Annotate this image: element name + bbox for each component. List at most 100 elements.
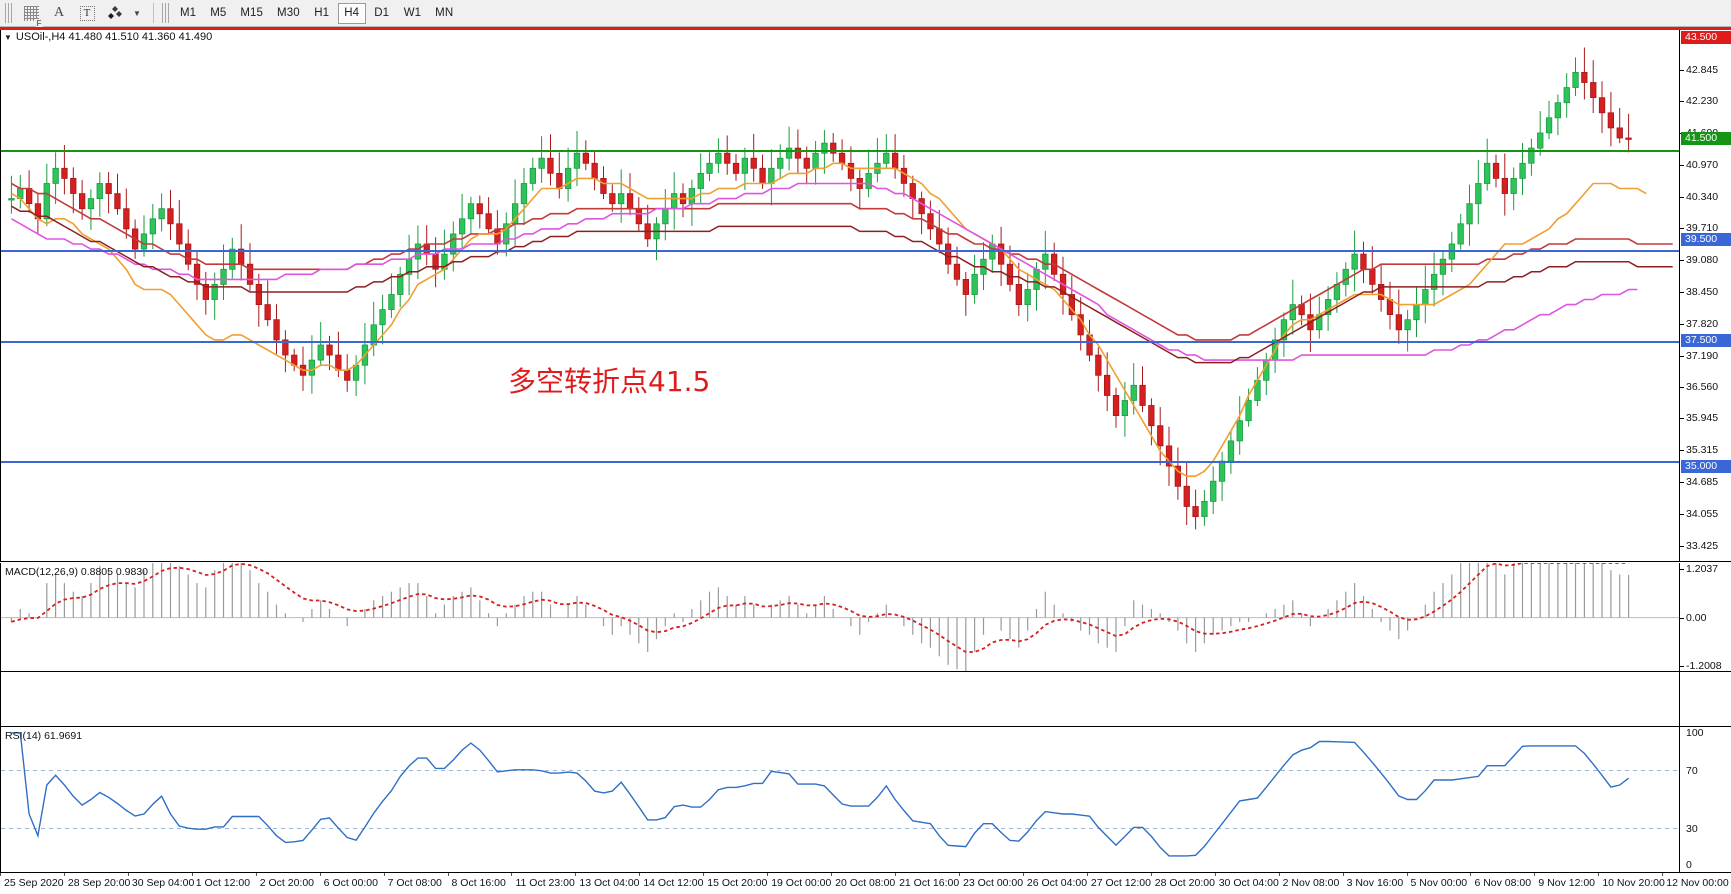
time-tick-label: 27 Oct 12:00 (1090, 877, 1151, 889)
rsi-scale[interactable]: 100 70 30 0 (1679, 727, 1731, 872)
price-level-badge-41-500[interactable]: 41.500 (1681, 132, 1731, 146)
time-tick-mark (127, 873, 129, 876)
time-tick-label: 28 Sep 20:00 (67, 877, 131, 889)
time-tick-label: 15 Oct 20:00 (707, 877, 768, 889)
symbol-ohlc-label: USOil-,H4 41.480 41.510 41.360 41.490 (15, 31, 213, 43)
rsi-pane[interactable]: RSI(14) 61.9691 100 70 30 0 (0, 727, 1731, 872)
time-tick-mark (511, 873, 513, 876)
time-tick-label: 9 Nov 12:00 (1538, 877, 1596, 889)
macd-tick-mark (1680, 666, 1684, 667)
timeframe-group: M1 M5 M15 M30 H1 H4 D1 W1 MN (173, 2, 460, 24)
timeframe-drag-handle[interactable] (162, 3, 169, 23)
timeframe-h1[interactable]: H1 (314, 7, 330, 19)
macd-label: MACD(12,26,9) 0.8805 0.9830 (5, 566, 149, 578)
price-tick-label: 34.055 (1686, 507, 1719, 520)
price-scale[interactable]: 43.50042.84542.23041.60041.50040.97040.3… (1679, 27, 1731, 561)
time-tick-mark (575, 873, 577, 876)
macd-tick-label: -1.2008 (1686, 660, 1722, 672)
time-tick-label: 1 Oct 12:00 (195, 877, 251, 889)
time-tick-mark (0, 873, 1, 876)
time-tick-mark (1022, 873, 1024, 876)
rsi-left-border (0, 727, 1, 872)
time-tick-label: 10 Nov 20:00 (1602, 877, 1665, 889)
time-axis[interactable]: 25 Sep 2020 28 Sep 20:00 30 Sep 04:00 1 Oct… (0, 872, 1731, 894)
time-tick-label: 21 Oct 16:00 (899, 877, 960, 889)
price-tick-mark (1680, 323, 1684, 325)
price-tick-label: 37.820 (1686, 317, 1719, 330)
timeframe-m1[interactable]: M1 (180, 7, 197, 19)
time-tick-mark (447, 873, 449, 876)
macd-plot-area[interactable] (1, 563, 1679, 671)
macd-tick-mark (1680, 569, 1684, 570)
timeframe-mn[interactable]: MN (435, 7, 454, 19)
time-tick-label: 11 Oct 23:00 (515, 877, 575, 889)
timeframe-h4[interactable]: H4 (337, 2, 366, 24)
toolbar-divider (153, 3, 154, 23)
chart-toolbar: A T ▼ M1 M5 M15 M30 H1 H4 D1 W1 MN (0, 0, 1731, 28)
price-level-badge-43-500[interactable]: 43.500 (1681, 31, 1731, 45)
price-tick-mark (1680, 101, 1684, 103)
price-tick-label: 42.845 (1686, 64, 1719, 77)
template-objects-icon[interactable] (102, 1, 128, 25)
text-label-icon[interactable]: A (53, 5, 65, 20)
time-tick-label: 5 Nov 00:00 (1410, 877, 1468, 889)
price-tick-mark (1680, 387, 1684, 389)
price-tick-label: 39.710 (1686, 222, 1719, 235)
time-tick-label: 26 Oct 04:00 (1026, 877, 1088, 889)
time-tick-label: 8 Oct 16:00 (451, 877, 506, 889)
time-tick-mark (1662, 873, 1664, 876)
price-tick-label: 42.230 (1686, 95, 1719, 108)
time-tick-mark (895, 873, 897, 876)
symbol-dropdown-icon[interactable]: ▼ (4, 32, 12, 42)
chevron-down-icon[interactable]: ▼ (133, 8, 141, 18)
time-tick-label: 30 Oct 04:00 (1218, 877, 1279, 889)
price-tick-mark (1680, 355, 1684, 357)
rsi-plot-area[interactable] (1, 727, 1679, 872)
price-level-badge-37-500[interactable]: 37.500 (1681, 333, 1731, 347)
time-tick-label: 13 Oct 04:00 (579, 877, 640, 889)
price-chart-pane[interactable]: ▼ USOil-,H4 41.480 41.510 41.360 41.490 … (0, 27, 1731, 562)
time-tick-label: 2 Oct 20:00 (259, 877, 315, 889)
timeframe-m5[interactable]: M5 (210, 7, 227, 19)
price-tick-mark (1680, 260, 1684, 262)
time-tick-label: 12 Nov 00:00 (1666, 877, 1729, 889)
price-tick-label: 36.560 (1686, 381, 1719, 394)
price-level-badge-35-000[interactable]: 35.000 (1681, 460, 1731, 474)
time-tick-mark (1534, 873, 1536, 876)
timeframe-m15[interactable]: M15 (240, 7, 264, 19)
time-tick-label: 23 Oct 00:00 (962, 877, 1024, 889)
toolbar-drag-handle[interactable] (5, 3, 12, 23)
macd-tick-label: 0.00 (1686, 611, 1707, 624)
text-object-icon[interactable]: T (74, 1, 100, 25)
price-level-badge-39-500[interactable]: 39.500 (1681, 232, 1731, 246)
pane-left-border (0, 27, 1, 561)
time-tick-mark (767, 873, 769, 876)
price-tick-mark (1680, 164, 1684, 166)
price-tick-label: 34.685 (1686, 476, 1719, 488)
candlestick-series (8, 47, 1673, 530)
macd-pane[interactable]: MACD(12,26,9) 0.8805 0.9830 1.2037 0.00 -1… (0, 563, 1731, 672)
symbol-info-row: ▼ USOil-,H4 41.480 41.510 41.360 41.490 (4, 31, 212, 43)
timeframe-m30[interactable]: M30 (277, 7, 300, 19)
rsi-tick-label: 70 (1686, 764, 1698, 777)
time-tick-mark (319, 873, 321, 876)
macd-scale[interactable]: 1.2037 0.00 -1.2008 (1679, 563, 1731, 671)
rsi-tick-label: 100 (1686, 727, 1704, 739)
price-tick-mark (1680, 418, 1684, 420)
timeframe-w1[interactable]: W1 (403, 7, 422, 19)
price-plot-area[interactable]: 多空转折点41.5 (1, 27, 1679, 561)
macd-left-border (0, 563, 1, 671)
time-tick-mark (1406, 873, 1408, 876)
period-separator-icon[interactable] (18, 1, 44, 28)
level-line-35000 (1, 461, 1679, 463)
time-tick-mark (1342, 873, 1344, 876)
rsi-series (1, 732, 1679, 857)
rsi-tick-label: 0 (1686, 859, 1692, 871)
price-tick-mark (1680, 482, 1684, 483)
time-tick-mark (958, 873, 960, 876)
chart-annotation-text: 多空转折点41.5 (508, 365, 711, 398)
timeframe-d1[interactable]: D1 (374, 7, 390, 19)
price-tick-label: 35.315 (1686, 444, 1719, 457)
price-tick-mark (1680, 513, 1684, 515)
